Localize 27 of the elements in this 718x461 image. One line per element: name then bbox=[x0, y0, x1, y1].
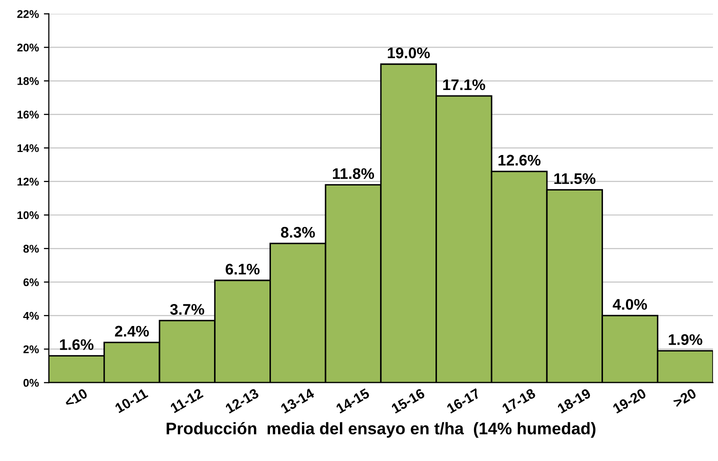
data-label: 3.7% bbox=[170, 304, 204, 315]
y-tick-label: 10% bbox=[18, 211, 39, 220]
data-label: 1.6% bbox=[60, 339, 94, 350]
y-tick-label: 0% bbox=[23, 378, 39, 387]
x-tick-label: <10 bbox=[64, 388, 88, 408]
y-tick-label: 12% bbox=[18, 178, 39, 186]
y-tick-label: 8% bbox=[23, 244, 39, 253]
x-tick-label: >20 bbox=[672, 388, 697, 408]
data-label: 12.6% bbox=[498, 154, 541, 166]
data-label: 1.9% bbox=[668, 334, 702, 345]
data-label: 11.8% bbox=[332, 168, 374, 180]
x-axis-title: Producción media del ensayo en t/ha (14% humedad) bbox=[166, 422, 596, 438]
data-label: 17.1% bbox=[443, 79, 486, 90]
y-tick-label: 6% bbox=[23, 278, 39, 286]
data-label: 4.0% bbox=[612, 298, 647, 310]
data-label: 2.4% bbox=[114, 326, 149, 337]
y-tick-label: 2% bbox=[23, 345, 39, 354]
data-label: 19.0% bbox=[388, 48, 430, 58]
data-label: 8.3% bbox=[280, 226, 315, 238]
y-tick-label: 14% bbox=[18, 144, 39, 152]
y-tick-label: 4% bbox=[23, 312, 39, 320]
y-tick-label: 16% bbox=[18, 110, 39, 119]
y-tick-label: 18% bbox=[18, 77, 39, 86]
data-label: 6.1% bbox=[226, 264, 260, 275]
y-tick-label: 20% bbox=[17, 44, 39, 52]
data-label: 11.5% bbox=[554, 173, 596, 184]
y-tick-label: 22% bbox=[17, 10, 39, 18]
